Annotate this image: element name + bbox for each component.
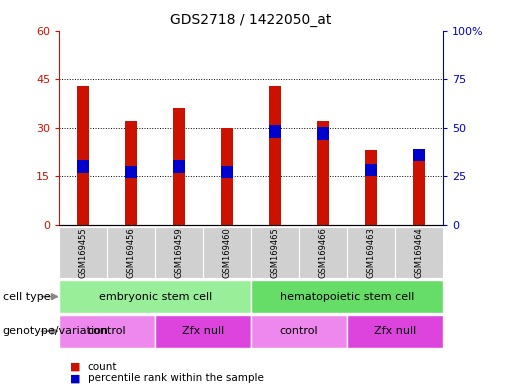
Text: GSM169455: GSM169455 [79, 227, 88, 278]
Bar [395, 227, 443, 278]
Bar [317, 127, 329, 139]
Text: GSM169466: GSM169466 [318, 227, 328, 278]
Text: embryonic stem cell: embryonic stem cell [98, 291, 212, 302]
Bar [299, 227, 347, 278]
Bar [59, 227, 107, 278]
Text: count: count [88, 362, 117, 372]
Text: hematopoietic stem cell: hematopoietic stem cell [280, 291, 414, 302]
Bar [155, 315, 251, 348]
Text: GSM169460: GSM169460 [222, 227, 232, 278]
Bar [413, 149, 425, 161]
Text: control: control [280, 326, 318, 336]
Bar [203, 227, 251, 278]
Text: GSM169463: GSM169463 [367, 227, 375, 278]
Bar [77, 86, 89, 225]
Text: cell type: cell type [3, 291, 50, 302]
Bar [347, 227, 395, 278]
Text: control: control [88, 326, 127, 336]
Bar [251, 315, 347, 348]
Bar [269, 86, 281, 225]
Text: percentile rank within the sample: percentile rank within the sample [88, 373, 264, 383]
Text: ■: ■ [70, 362, 80, 372]
Text: GSM169465: GSM169465 [270, 227, 280, 278]
Bar [155, 227, 203, 278]
Bar [173, 161, 185, 172]
Bar [107, 227, 155, 278]
Bar [125, 121, 137, 225]
Text: Zfx null: Zfx null [182, 326, 224, 336]
Bar [125, 166, 137, 178]
Text: Zfx null: Zfx null [374, 326, 416, 336]
Text: GSM169459: GSM169459 [175, 227, 184, 278]
Bar [347, 315, 443, 348]
Bar [173, 108, 185, 225]
Text: GSM169456: GSM169456 [127, 227, 135, 278]
Bar [221, 128, 233, 225]
Bar [365, 150, 377, 225]
Bar [77, 161, 89, 172]
Text: GSM169464: GSM169464 [415, 227, 423, 278]
Bar [251, 227, 299, 278]
Bar [269, 126, 281, 137]
Title: GDS2718 / 1422050_at: GDS2718 / 1422050_at [170, 13, 332, 27]
Bar [251, 280, 443, 313]
Bar [413, 154, 425, 225]
Text: genotype/variation: genotype/variation [3, 326, 109, 336]
Text: ■: ■ [70, 373, 80, 383]
Bar [59, 315, 155, 348]
Bar [317, 121, 329, 225]
Bar [59, 280, 251, 313]
Bar [365, 164, 377, 176]
Bar [221, 166, 233, 178]
